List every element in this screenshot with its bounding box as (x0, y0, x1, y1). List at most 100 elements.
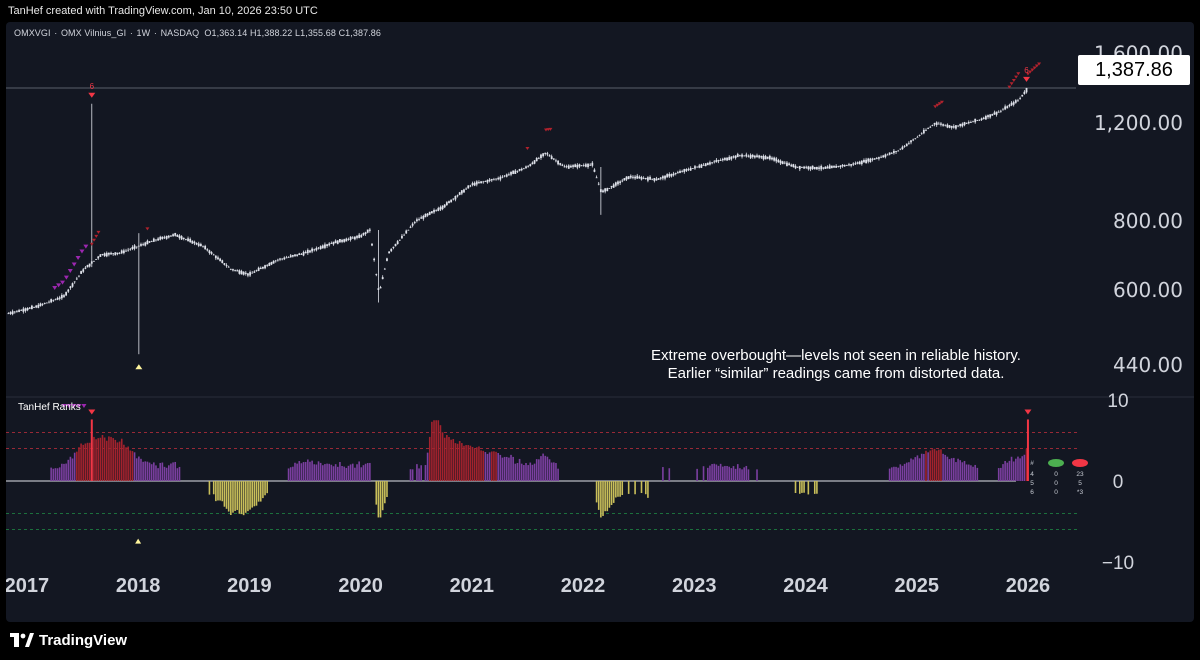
sell-signal-marker (1032, 66, 1037, 70)
indicator-y-tick-label: 10 (1107, 391, 1128, 412)
candle-body (623, 178, 626, 181)
rank-bar (619, 481, 621, 497)
candle-body (167, 235, 170, 238)
candle-body (621, 180, 624, 182)
rank-bar (540, 456, 542, 481)
chart-svg[interactable]: 1,600.001,200.00800.00600.00440.0066100−… (6, 22, 1194, 622)
candle-body (221, 260, 224, 264)
sell-signal-marker (92, 238, 97, 242)
candle-body (232, 269, 234, 271)
candle-body (289, 255, 292, 258)
rank-bar (249, 481, 251, 510)
candle-body (837, 166, 840, 167)
tradingview-logo[interactable]: TradingView (10, 628, 127, 652)
legend-high: 1,388.22 (256, 28, 293, 38)
candle-body (696, 166, 699, 168)
candle-body (970, 122, 972, 123)
rank-bar (523, 465, 525, 481)
sell-signal-marker (1028, 70, 1033, 74)
candle-body (942, 124, 945, 126)
rank-bar (600, 481, 602, 518)
candle-body (420, 217, 423, 219)
rank-bar (527, 465, 529, 481)
rank-bar (411, 469, 414, 481)
candle-body (811, 165, 814, 169)
rank-bar (970, 465, 972, 481)
candle-body (783, 162, 786, 164)
rank-bar (608, 481, 611, 508)
candle-body (480, 181, 482, 184)
rank-bar (289, 467, 292, 481)
candle-body (499, 176, 502, 180)
legend-separator: · (153, 28, 157, 38)
candle-body (388, 251, 391, 254)
rank-bar (332, 466, 335, 481)
candle-body (884, 154, 887, 158)
candle-body (30, 305, 33, 310)
candle-body (706, 162, 709, 166)
candle-body (574, 164, 577, 168)
candle-body (758, 155, 761, 158)
candle-body (450, 199, 453, 203)
legend-open: 1,363.14 (211, 28, 248, 38)
rank-bar (97, 438, 100, 481)
candle-body (548, 155, 551, 157)
candle-body (311, 248, 314, 252)
sell-signal-marker (89, 242, 94, 246)
rank-bar (899, 464, 902, 481)
candle-body (732, 156, 735, 158)
candle-body (743, 155, 746, 157)
rank-bar (647, 481, 649, 498)
candle-body (702, 164, 705, 166)
rank-bar (662, 467, 664, 481)
sell-signal-marker (1025, 72, 1030, 76)
candle-body (816, 166, 818, 170)
candle-body (86, 265, 89, 268)
rank-bar (938, 449, 940, 481)
rank-bar (961, 462, 964, 481)
candle-body (364, 232, 367, 235)
stats-row: 4 0 23 (1024, 470, 1088, 479)
x-axis-tick-label: 2024 (783, 575, 828, 597)
rank-bar (341, 466, 343, 481)
candle-body (805, 166, 808, 168)
candle-body (328, 243, 331, 246)
candle-body (766, 156, 769, 159)
rank-bar (1002, 464, 1004, 481)
stats-cell (1048, 459, 1064, 470)
rank-bar (627, 481, 630, 494)
rank-bar (488, 452, 491, 481)
candle-body (20, 310, 23, 311)
candle-body (439, 207, 442, 210)
legend-symbol[interactable]: OMXVGI (14, 28, 51, 38)
rank-bar (597, 481, 600, 510)
purple-signal-marker (75, 255, 81, 260)
candle-body (90, 261, 93, 264)
rank-bar (668, 468, 671, 481)
candle-body (619, 181, 622, 184)
rank-bar (914, 457, 917, 481)
x-axis-tick-label: 2017 (6, 575, 49, 597)
candle-body (948, 125, 951, 128)
rank-bar (955, 462, 957, 481)
candle-body (929, 126, 932, 128)
candle-body (738, 155, 741, 157)
rank-bar (476, 447, 478, 481)
y-axis-tick-label: 600.00 (1113, 278, 1183, 302)
candle-body (152, 238, 155, 242)
candle-body (668, 174, 671, 177)
candle-body (1012, 102, 1015, 105)
candle-body (356, 236, 358, 238)
candle-body (294, 254, 296, 257)
candle-body (640, 177, 643, 180)
rank-bar (174, 461, 177, 481)
candle-body (550, 156, 553, 160)
rank-bar (897, 467, 899, 481)
rank-bar (221, 481, 224, 502)
rank-bar (1015, 458, 1017, 481)
chart-frame[interactable]: 1,600.00 1,200.00 800.00 600.00 440.00 6 6 10 0−… (6, 22, 1194, 622)
purple-signal-marker (81, 404, 87, 408)
rank-bar (300, 463, 303, 481)
signal-label: 6 (1024, 66, 1029, 75)
candle-body (687, 169, 690, 171)
